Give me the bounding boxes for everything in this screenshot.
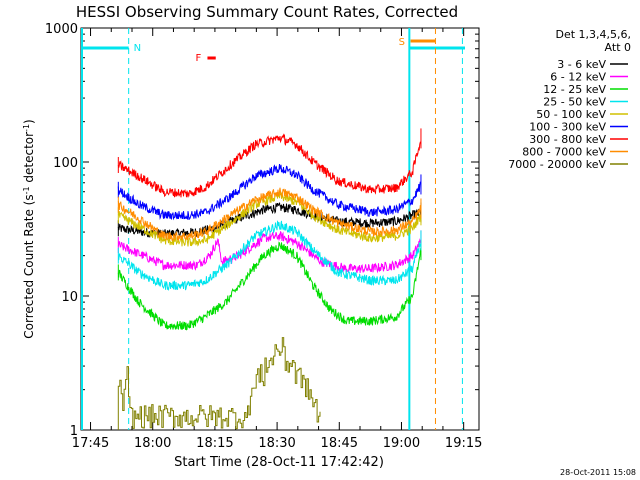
x-tick-label: 19:00	[383, 436, 420, 451]
chart-title: HESSI Observing Summary Count Rates, Cor…	[76, 3, 458, 21]
legend-label: 3 - 6 keV	[557, 58, 606, 71]
flare-marker-label: F	[195, 53, 201, 64]
y-tick-labels: 1 10 100 1000	[45, 22, 78, 439]
series-line-6	[117, 163, 422, 221]
y-tick-label: 1000	[45, 22, 78, 37]
series-line-2	[117, 231, 422, 274]
x-tick-labels: 17:45 18:00 18:15 18:30 18:45 19:00 19:15	[72, 436, 483, 451]
series-line-4	[118, 220, 422, 292]
series-line-7	[117, 133, 421, 198]
legend-header-line-1: Det 1,3,4,5,6,	[555, 28, 631, 41]
night-marker-label: N	[134, 43, 141, 54]
legend-label: 7000 - 20000 keV	[508, 158, 606, 171]
series-lines	[117, 128, 422, 430]
legend-header-line-2: Att 0	[605, 41, 631, 54]
series-line-8	[117, 187, 422, 242]
y-tick-label: 10	[61, 290, 78, 305]
axis-ticks	[81, 28, 479, 431]
legend-label: 12 - 25 keV	[543, 83, 606, 96]
x-tick-label: 18:30	[258, 436, 295, 451]
series-line-9	[117, 337, 321, 430]
saa-marker-label: S	[399, 37, 405, 48]
legend-label: 50 - 100 keV	[536, 108, 606, 121]
x-tick-label: 17:45	[72, 436, 109, 451]
y-tick-label: 1	[70, 424, 78, 439]
legend-label: 100 - 300 keV	[529, 121, 606, 134]
x-tick-label: 19:15	[445, 436, 482, 451]
legend-label: 300 - 800 keV	[529, 133, 606, 146]
x-tick-label: 18:00	[134, 436, 171, 451]
legend-label: 6 - 12 keV	[550, 71, 606, 84]
y-tick-label: 100	[53, 156, 78, 171]
x-axis-label: Start Time (28-Oct-11 17:42:42)	[174, 455, 384, 470]
x-tick-label: 18:15	[196, 436, 233, 451]
timestamp: 28-Oct-2011 15:08	[560, 468, 636, 477]
series-line-3	[117, 241, 422, 331]
y-axis-label: Corrected Count Rate (s-1 detector-1)	[22, 119, 37, 338]
legend-label: 800 - 7000 keV	[522, 146, 606, 159]
x-tick-label: 18:45	[321, 436, 358, 451]
legend-label: 25 - 50 keV	[543, 96, 606, 109]
